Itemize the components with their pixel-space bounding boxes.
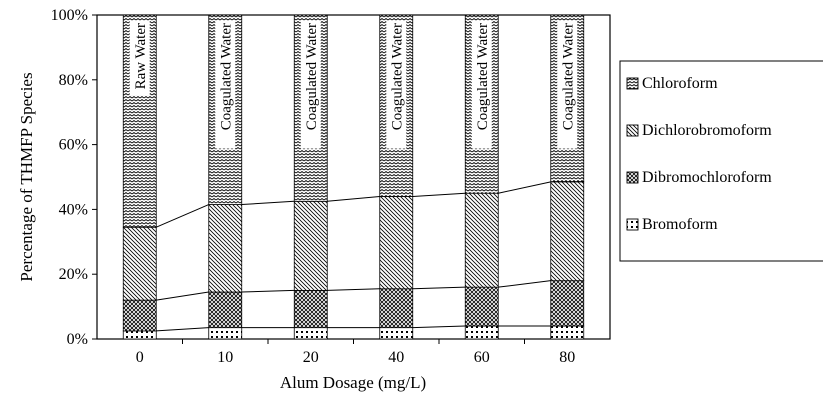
bar-segment-dichlorobromoform [550, 181, 585, 282]
bar-segment-dibromochloroform [464, 286, 499, 327]
legend: Chloroform Dichlorobromoform Dibromochloro… [619, 60, 823, 262]
bars [122, 14, 585, 340]
legend-label: Dichlorobromoform [642, 122, 772, 139]
bar-segment-dichlorobromoform [208, 204, 243, 293]
x-tick-label: 60 [474, 349, 490, 366]
x-tick-label: 20 [303, 349, 319, 366]
y-tick-label: 80% [59, 72, 88, 89]
bar-label-bg [129, 21, 150, 96]
legend-label: Chloroform [642, 75, 718, 92]
bar-segment-dichlorobromoform [293, 200, 328, 291]
series-connector-lines [156, 181, 551, 332]
connector-line [241, 200, 295, 206]
connector-line [498, 181, 551, 194]
bar-label-bg [300, 21, 321, 149]
connector-line [241, 289, 295, 293]
y-axis: 0% 20% 40% 60% 80% 100% [51, 7, 97, 348]
y-tick-label: 40% [59, 201, 88, 218]
connector-line [156, 291, 209, 301]
bar-segment-bromoform [122, 330, 157, 340]
plot-area [96, 14, 611, 340]
x-tick-label: 0 [136, 349, 144, 366]
bar-annotation-label: Coagulated Water [389, 23, 405, 130]
y-axis-title: Percentage of THMFP Species [17, 72, 36, 281]
bar-label-bg [215, 21, 236, 149]
bar-segment-dichlorobromoform [122, 226, 157, 301]
bar-segment-dibromochloroform [379, 288, 414, 329]
connector-line [327, 195, 380, 202]
connector-line [412, 192, 466, 197]
bar-segment-bromoform [379, 327, 414, 340]
bar-annotation-label: Coagulated Water [475, 23, 491, 130]
y-tick-label: 60% [59, 137, 88, 154]
bar-label-bg [386, 21, 407, 149]
bar-label-bg [471, 21, 492, 149]
bar-segment-bromoform [464, 325, 499, 340]
legend-label: Dibromochloroform [642, 169, 772, 186]
bar-annotation-label: Coagulated Water [218, 23, 234, 130]
bar-annotation-label: Coagulated Water [304, 23, 320, 130]
bar-segment-dibromochloroform [550, 280, 585, 327]
legend-box [619, 60, 823, 262]
bar-segment-bromoform [550, 325, 585, 340]
legend-swatch-dibromochloroform [626, 171, 639, 184]
bar-segment-dibromochloroform [293, 289, 328, 329]
connector-line [412, 286, 466, 290]
y-tick-label: 20% [59, 266, 88, 283]
connector-line [498, 280, 551, 288]
x-tick-label: 80 [559, 349, 575, 366]
bar-annotation-label: Raw Water [133, 23, 149, 89]
bar-segment-dichlorobromoform [379, 196, 414, 290]
legend-swatch-chloroform [626, 77, 639, 90]
bar-annotations: Raw Water Coagulated Water Coagulated Wate… [129, 21, 578, 149]
legend-swatch-dichlorobromoform [626, 124, 639, 137]
x-axis-title: Alum Dosage (mg/L) [280, 373, 426, 392]
bar-segment-dichlorobromoform [464, 192, 499, 288]
bar-annotation-label: Coagulated Water [560, 23, 576, 130]
y-tick-label: 0% [67, 331, 88, 348]
bar-segment-dibromochloroform [122, 299, 157, 332]
bar-segment-bromoform [208, 327, 243, 340]
bar-segment-bromoform [293, 327, 328, 340]
connector-line [327, 288, 380, 291]
legend-items: Chloroform Dichlorobromoform Dibromochloro… [626, 75, 772, 233]
x-tick-label: 10 [217, 349, 233, 366]
legend-swatch-bromoform [626, 218, 639, 231]
connector-line [156, 327, 209, 332]
connector-line [156, 204, 209, 228]
legend-label: Bromoform [642, 216, 718, 233]
x-tick-label: 40 [388, 349, 404, 366]
bar-segment-dibromochloroform [208, 291, 243, 329]
bar-label-bg [557, 21, 578, 149]
connector-line [412, 325, 466, 329]
x-axis: 0 10 20 40 60 80 [136, 339, 575, 366]
y-tick-label: 100% [51, 7, 88, 24]
